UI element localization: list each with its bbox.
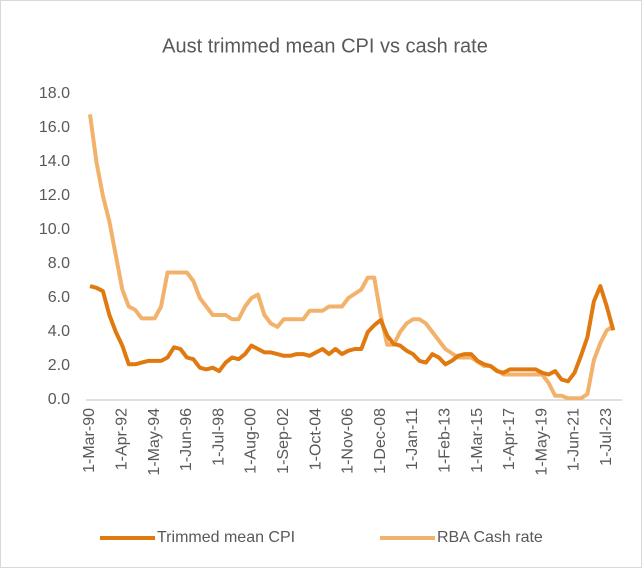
x-tick-label: 1-May-94 bbox=[146, 408, 163, 476]
x-tick-label: 1-Feb-13 bbox=[437, 408, 454, 473]
x-tick-label: 1-Apr-92 bbox=[114, 408, 131, 470]
data-line bbox=[89, 284, 616, 384]
x-tick-label: 1-Jan-11 bbox=[404, 408, 421, 470]
x-tick-label: 1-Sep-02 bbox=[275, 408, 292, 474]
x-tick-label: 1-Mar-90 bbox=[81, 408, 98, 473]
y-tick-label: 10.0 bbox=[39, 221, 70, 238]
y-tick-label: 16.0 bbox=[39, 119, 70, 136]
x-tick-label: 1-Mar-15 bbox=[469, 408, 486, 473]
x-tick-label: 1-Jul-23 bbox=[598, 408, 615, 466]
y-tick-label: 14.0 bbox=[39, 153, 70, 170]
x-tick-label: 1-Jun-21 bbox=[566, 408, 583, 471]
x-tick-label: 1-Apr-17 bbox=[501, 408, 518, 470]
legend-label: RBA Cash rate bbox=[437, 529, 543, 546]
x-tick-label: 1-Oct-04 bbox=[307, 408, 324, 470]
data-line bbox=[88, 114, 615, 401]
x-tick-label: 1-Jun-96 bbox=[178, 408, 195, 471]
x-tick-label: 1-May-19 bbox=[533, 408, 550, 476]
legend-label: Trimmed mean CPI bbox=[157, 529, 295, 546]
x-tick-label: 1-Aug-00 bbox=[243, 408, 260, 474]
chart-title: Aust trimmed mean CPI vs cash rate bbox=[162, 35, 488, 57]
x-tick-label: 1-Jul-98 bbox=[210, 408, 227, 466]
y-tick-label: 4.0 bbox=[48, 323, 70, 340]
y-tick-label: 2.0 bbox=[48, 357, 70, 374]
y-tick-label: 8.0 bbox=[48, 255, 70, 272]
y-tick-label: 18.0 bbox=[39, 85, 70, 102]
y-tick-label: 6.0 bbox=[48, 289, 70, 306]
x-tick-label: 1-Nov-06 bbox=[340, 408, 357, 474]
x-tick-label: 1-Dec-08 bbox=[372, 408, 389, 474]
y-tick-label: 12.0 bbox=[39, 187, 70, 204]
y-tick-label: 0.0 bbox=[48, 391, 70, 408]
